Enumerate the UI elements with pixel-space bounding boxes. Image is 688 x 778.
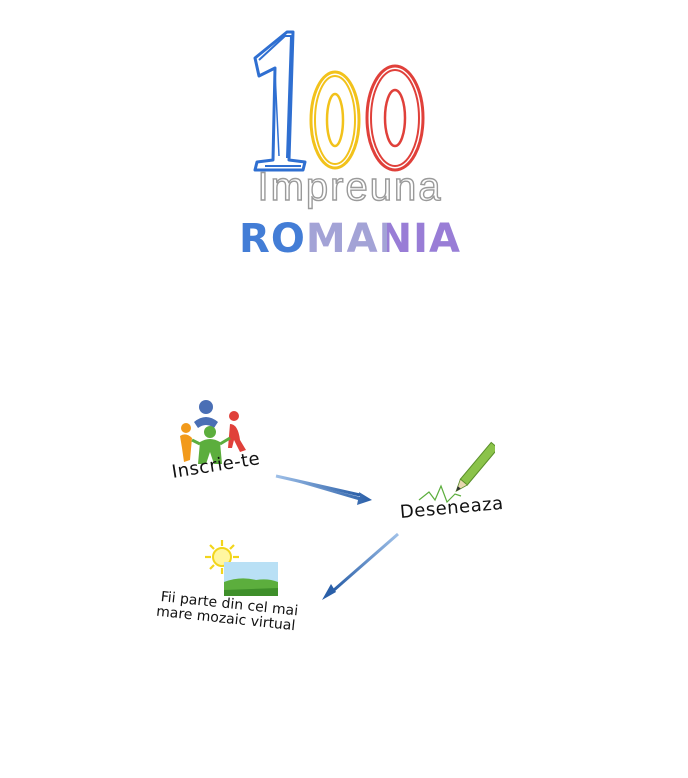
arrow-signup-to-draw	[275, 474, 372, 505]
logo-word-impreuna: Impreuna	[258, 165, 443, 209]
logo-100-impreuna-romania: Impreuna ROMANIA	[239, 30, 477, 262]
logo-digit-zero-yellow	[309, 70, 361, 170]
sun-landscape-icon	[205, 540, 278, 596]
pencil-drawing-icon	[418, 441, 495, 504]
people-circle-icon	[180, 400, 246, 464]
logo-digit-one	[253, 30, 307, 172]
logo-digit-zero-red	[365, 64, 425, 172]
arrow-draw-to-mosaic	[322, 532, 399, 600]
